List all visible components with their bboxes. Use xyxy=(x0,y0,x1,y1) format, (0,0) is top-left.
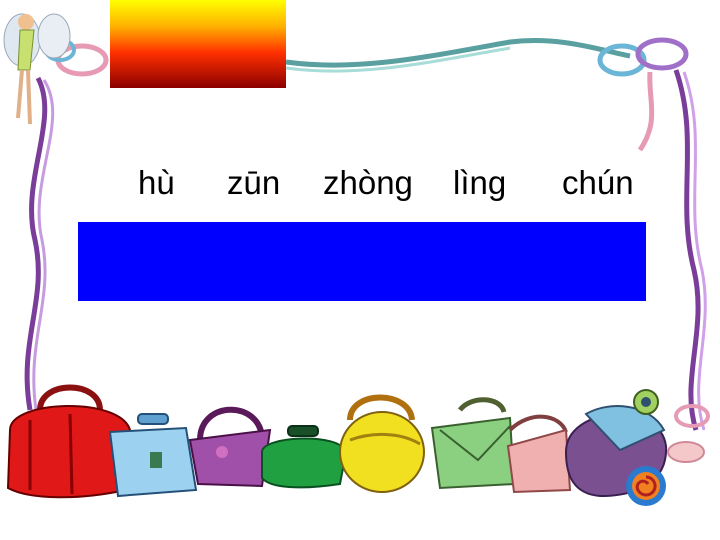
blue-bag-icon xyxy=(108,413,198,498)
green-bag-icon xyxy=(261,425,348,489)
pinyin-word-5: chún xyxy=(562,164,634,201)
pinyin-word-3: zhòng xyxy=(323,164,413,201)
fairy-icon xyxy=(3,13,71,125)
gradient-block xyxy=(110,0,286,88)
pinyin-word-2: zūn xyxy=(227,164,281,201)
yellow-bag-icon xyxy=(339,394,425,493)
pink-bag-icon xyxy=(506,414,572,494)
red-bag-icon xyxy=(6,384,132,499)
pinyin-word-4: lìng xyxy=(453,164,507,201)
blue-answer-panel xyxy=(78,222,646,301)
purple-bag-icon xyxy=(188,406,272,488)
lightgreen-bag-icon xyxy=(430,397,516,490)
pinyin-word-1: hù xyxy=(138,164,175,201)
